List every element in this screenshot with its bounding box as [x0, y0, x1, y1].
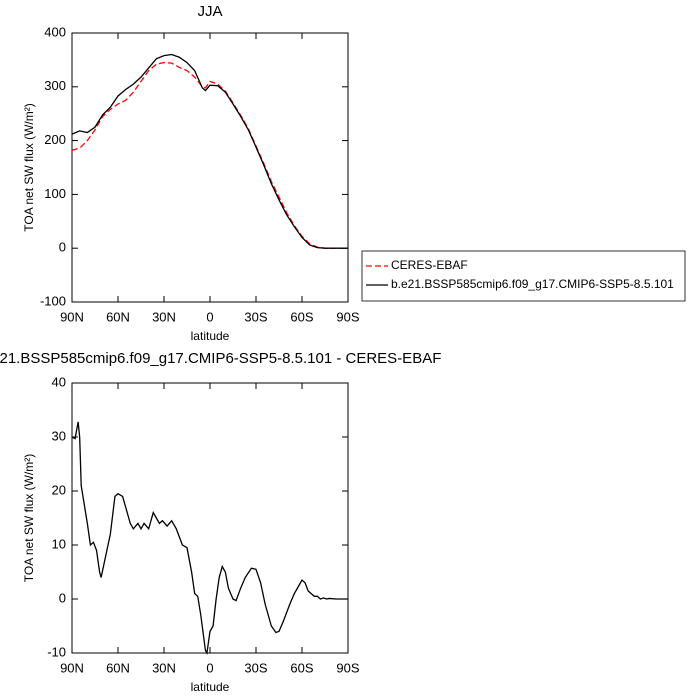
y-tick-label: 20	[52, 482, 66, 497]
y-tick-label: 0	[59, 590, 66, 605]
plot-frame	[71, 382, 349, 654]
series-line	[71, 61, 348, 249]
x-tick-label: 90N	[60, 660, 84, 675]
y-tick-label: 400	[44, 24, 66, 39]
x-tick-label: 0	[206, 309, 213, 324]
x-tick-label: 30S	[244, 309, 267, 324]
data-line	[71, 421, 348, 655]
legend-label: b.e21.BSSP585cmip6.f09_g17.CMIP6-SSP5-8.…	[391, 277, 674, 291]
x-tick-label: 30N	[152, 660, 176, 675]
y-tick-label: 10	[52, 536, 66, 551]
chart-title: JJA	[197, 3, 222, 20]
y-axis-label: TOA net SW flux (W/m²)	[22, 454, 36, 582]
y-tick-label: -100	[40, 293, 66, 308]
chart-title: b.e21.BSSP585cmip6.f09_g17.CMIP6-SSP5-8.…	[0, 350, 441, 367]
y-tick-label: 40	[52, 374, 66, 389]
y-tick-label: 200	[44, 132, 66, 147]
x-tick-label: 60N	[106, 660, 130, 675]
legend-box	[361, 250, 686, 302]
series-line	[71, 53, 348, 249]
y-tick-label: 300	[44, 78, 66, 93]
y-tick-label: 0	[59, 240, 66, 255]
legend-label: CERES-EBAF	[391, 258, 468, 272]
x-tick-label: 90S	[336, 309, 359, 324]
plot-frame	[71, 32, 349, 303]
y-axis-label: TOA net SW flux (W/m²)	[22, 103, 36, 231]
y-tick-label: 30	[52, 428, 66, 443]
x-axis-label: latitude	[191, 329, 230, 343]
x-tick-label: 60S	[290, 660, 313, 675]
x-tick-label: 60N	[106, 309, 130, 324]
x-tick-label: 30N	[152, 309, 176, 324]
x-tick-label: 30S	[244, 660, 267, 675]
y-tick-label: -10	[47, 644, 66, 659]
x-tick-label: 0	[206, 660, 213, 675]
x-tick-label: 90N	[60, 309, 84, 324]
x-tick-label: 90S	[336, 660, 359, 675]
x-axis-label: latitude	[191, 680, 230, 694]
x-tick-label: 60S	[290, 309, 313, 324]
y-tick-label: 100	[44, 186, 66, 201]
